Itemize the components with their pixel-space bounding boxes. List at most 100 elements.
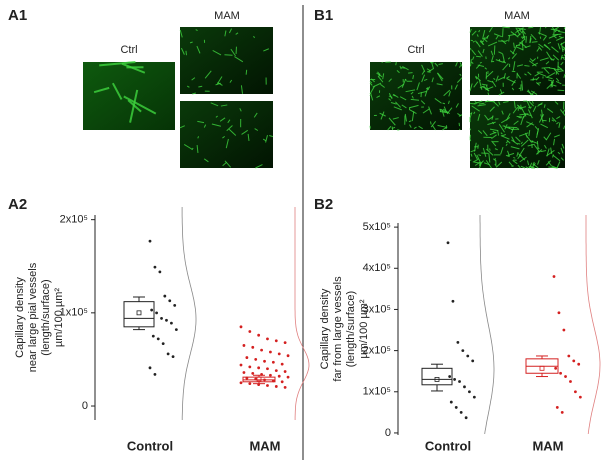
vessel bbox=[387, 125, 392, 131]
vessel bbox=[245, 69, 248, 75]
vessel bbox=[472, 158, 479, 163]
vessel bbox=[534, 73, 539, 77]
vessel bbox=[471, 105, 480, 112]
vessel bbox=[472, 40, 475, 43]
vessel bbox=[497, 76, 506, 81]
vessel bbox=[498, 123, 505, 133]
vessel bbox=[516, 64, 524, 67]
x-tick-label: Control bbox=[127, 438, 173, 453]
y-tick-label: 0 bbox=[82, 400, 88, 412]
vessel bbox=[510, 127, 515, 134]
vessel bbox=[493, 77, 496, 81]
vessel bbox=[436, 83, 443, 86]
vessel bbox=[473, 152, 478, 160]
vessel bbox=[430, 120, 437, 128]
vessel bbox=[551, 119, 555, 122]
micrograph bbox=[180, 101, 273, 168]
data-point bbox=[260, 372, 263, 376]
data-point bbox=[257, 333, 261, 337]
vessel bbox=[376, 95, 381, 99]
vessel bbox=[520, 141, 523, 145]
x-tick-label: MAM bbox=[249, 438, 280, 453]
vessel bbox=[219, 117, 226, 122]
vessel bbox=[480, 41, 485, 46]
vessel bbox=[448, 100, 450, 104]
vessel bbox=[222, 161, 227, 167]
vessel bbox=[416, 82, 420, 91]
vessel bbox=[456, 77, 463, 83]
vessel bbox=[478, 154, 482, 157]
y-axis-label: near large pial vessels bbox=[27, 262, 39, 372]
vessel bbox=[546, 72, 556, 78]
vessel bbox=[530, 90, 538, 96]
data-point bbox=[239, 381, 243, 385]
vessel bbox=[409, 124, 412, 128]
vessel bbox=[503, 73, 506, 80]
micrograph bbox=[370, 62, 462, 130]
x-tick-label: MAM bbox=[532, 438, 563, 453]
vessel bbox=[191, 77, 196, 81]
data-point bbox=[248, 330, 252, 333]
vessel bbox=[203, 158, 209, 163]
vessel bbox=[428, 106, 432, 115]
y-tick-label: 2x10⁵ bbox=[60, 214, 88, 226]
data-point bbox=[271, 360, 275, 364]
vessel bbox=[437, 72, 444, 80]
data-point bbox=[466, 354, 470, 358]
vessel bbox=[235, 32, 239, 35]
vessel bbox=[391, 126, 396, 130]
data-point bbox=[263, 378, 266, 382]
vessel bbox=[550, 83, 557, 87]
data-point bbox=[559, 371, 562, 375]
distribution-curve bbox=[181, 207, 197, 420]
vessel bbox=[503, 100, 509, 104]
data-point bbox=[266, 384, 269, 387]
vessel bbox=[230, 48, 236, 57]
vessel bbox=[382, 73, 385, 80]
vessel bbox=[540, 123, 549, 129]
data-point bbox=[153, 372, 157, 376]
vessel bbox=[473, 111, 476, 115]
vessel bbox=[544, 144, 547, 149]
vessel bbox=[500, 146, 504, 155]
vessel bbox=[228, 128, 237, 136]
vessel bbox=[239, 108, 242, 112]
data-point bbox=[560, 410, 564, 414]
vessel bbox=[560, 61, 564, 66]
vessel bbox=[505, 143, 508, 147]
vessel bbox=[532, 77, 534, 81]
vessel bbox=[545, 61, 550, 65]
y-tick-label: 5x10⁵ bbox=[363, 221, 391, 233]
vessel bbox=[553, 134, 560, 138]
data-point bbox=[166, 352, 170, 356]
vessel bbox=[189, 41, 193, 44]
vessel bbox=[491, 140, 497, 147]
data-point bbox=[451, 299, 455, 303]
vessel bbox=[561, 143, 565, 149]
data-point bbox=[251, 372, 255, 375]
vessel bbox=[475, 55, 482, 58]
vessel bbox=[476, 154, 482, 164]
data-point bbox=[239, 363, 243, 367]
vessel bbox=[518, 39, 525, 46]
vessel bbox=[529, 58, 534, 62]
data-point bbox=[468, 390, 471, 394]
vessel bbox=[211, 123, 222, 127]
vessel bbox=[557, 151, 561, 155]
vessel bbox=[493, 45, 496, 55]
vessel bbox=[545, 132, 552, 141]
vessel bbox=[539, 57, 549, 61]
data-point bbox=[161, 342, 165, 345]
vessel bbox=[506, 76, 510, 79]
vessel bbox=[263, 48, 270, 52]
micrograph bbox=[83, 62, 175, 130]
vessel bbox=[441, 108, 445, 117]
vessel bbox=[498, 101, 501, 106]
panel-label: A2 bbox=[8, 196, 27, 213]
vessel bbox=[505, 154, 510, 158]
vessel bbox=[563, 73, 566, 78]
vessel bbox=[388, 98, 392, 101]
vessel bbox=[547, 41, 552, 45]
vessel bbox=[500, 135, 510, 140]
image-caption: MAM bbox=[214, 10, 240, 22]
